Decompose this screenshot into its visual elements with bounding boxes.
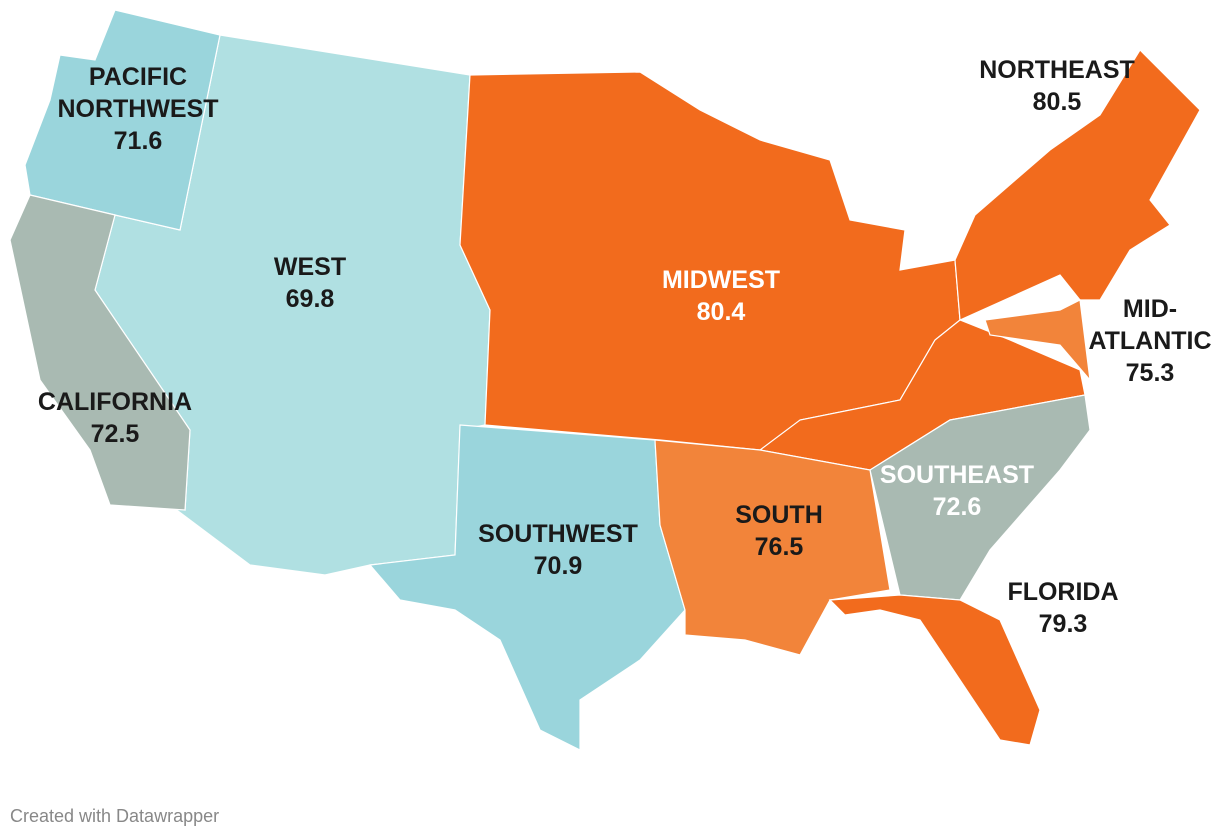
footer: Created with Datawrapper: [10, 806, 219, 826]
region-california: [9, 194, 191, 511]
region-value: 79.3: [1039, 610, 1088, 638]
region-name: NORTHEAST: [979, 56, 1135, 84]
region-value: 76.5: [755, 533, 804, 561]
region-south: [654, 439, 891, 656]
region-value: 71.6: [114, 127, 163, 155]
region-name: WEST: [274, 253, 346, 281]
region-name: PACIFIC: [89, 63, 187, 91]
region-southeast: [869, 394, 1091, 601]
region-name: SOUTHWEST: [478, 520, 638, 548]
region-name: SOUTHEAST: [880, 461, 1034, 489]
regions: [9, 9, 1201, 751]
region-value: 72.6: [933, 493, 982, 521]
labels: WEST 69.8 PACIFIC NORTHWEST 71.6 CALIFORNIA 72…: [38, 56, 1212, 638]
region-value: 72.5: [91, 420, 140, 448]
region-name: NORTHWEST: [57, 95, 218, 123]
region-name: SOUTH: [735, 501, 823, 529]
region-name: MIDWEST: [662, 266, 780, 294]
region-value: 75.3: [1126, 359, 1175, 387]
region-value: 69.8: [286, 285, 335, 313]
region-northeast: [954, 49, 1201, 321]
region-midwest: [459, 71, 961, 451]
region-name: CALIFORNIA: [38, 388, 192, 416]
region-name: ATLANTIC: [1088, 327, 1211, 355]
region-mid-atlantic: [984, 299, 1091, 382]
region-florida: [828, 594, 1041, 746]
region-name: FLORIDA: [1007, 578, 1118, 606]
region-value: 70.9: [534, 552, 583, 580]
region-value: 80.4: [697, 298, 746, 326]
region-name: MID-: [1123, 295, 1177, 323]
region-value: 80.5: [1033, 88, 1082, 116]
region-pacific-northwest: [24, 9, 221, 231]
